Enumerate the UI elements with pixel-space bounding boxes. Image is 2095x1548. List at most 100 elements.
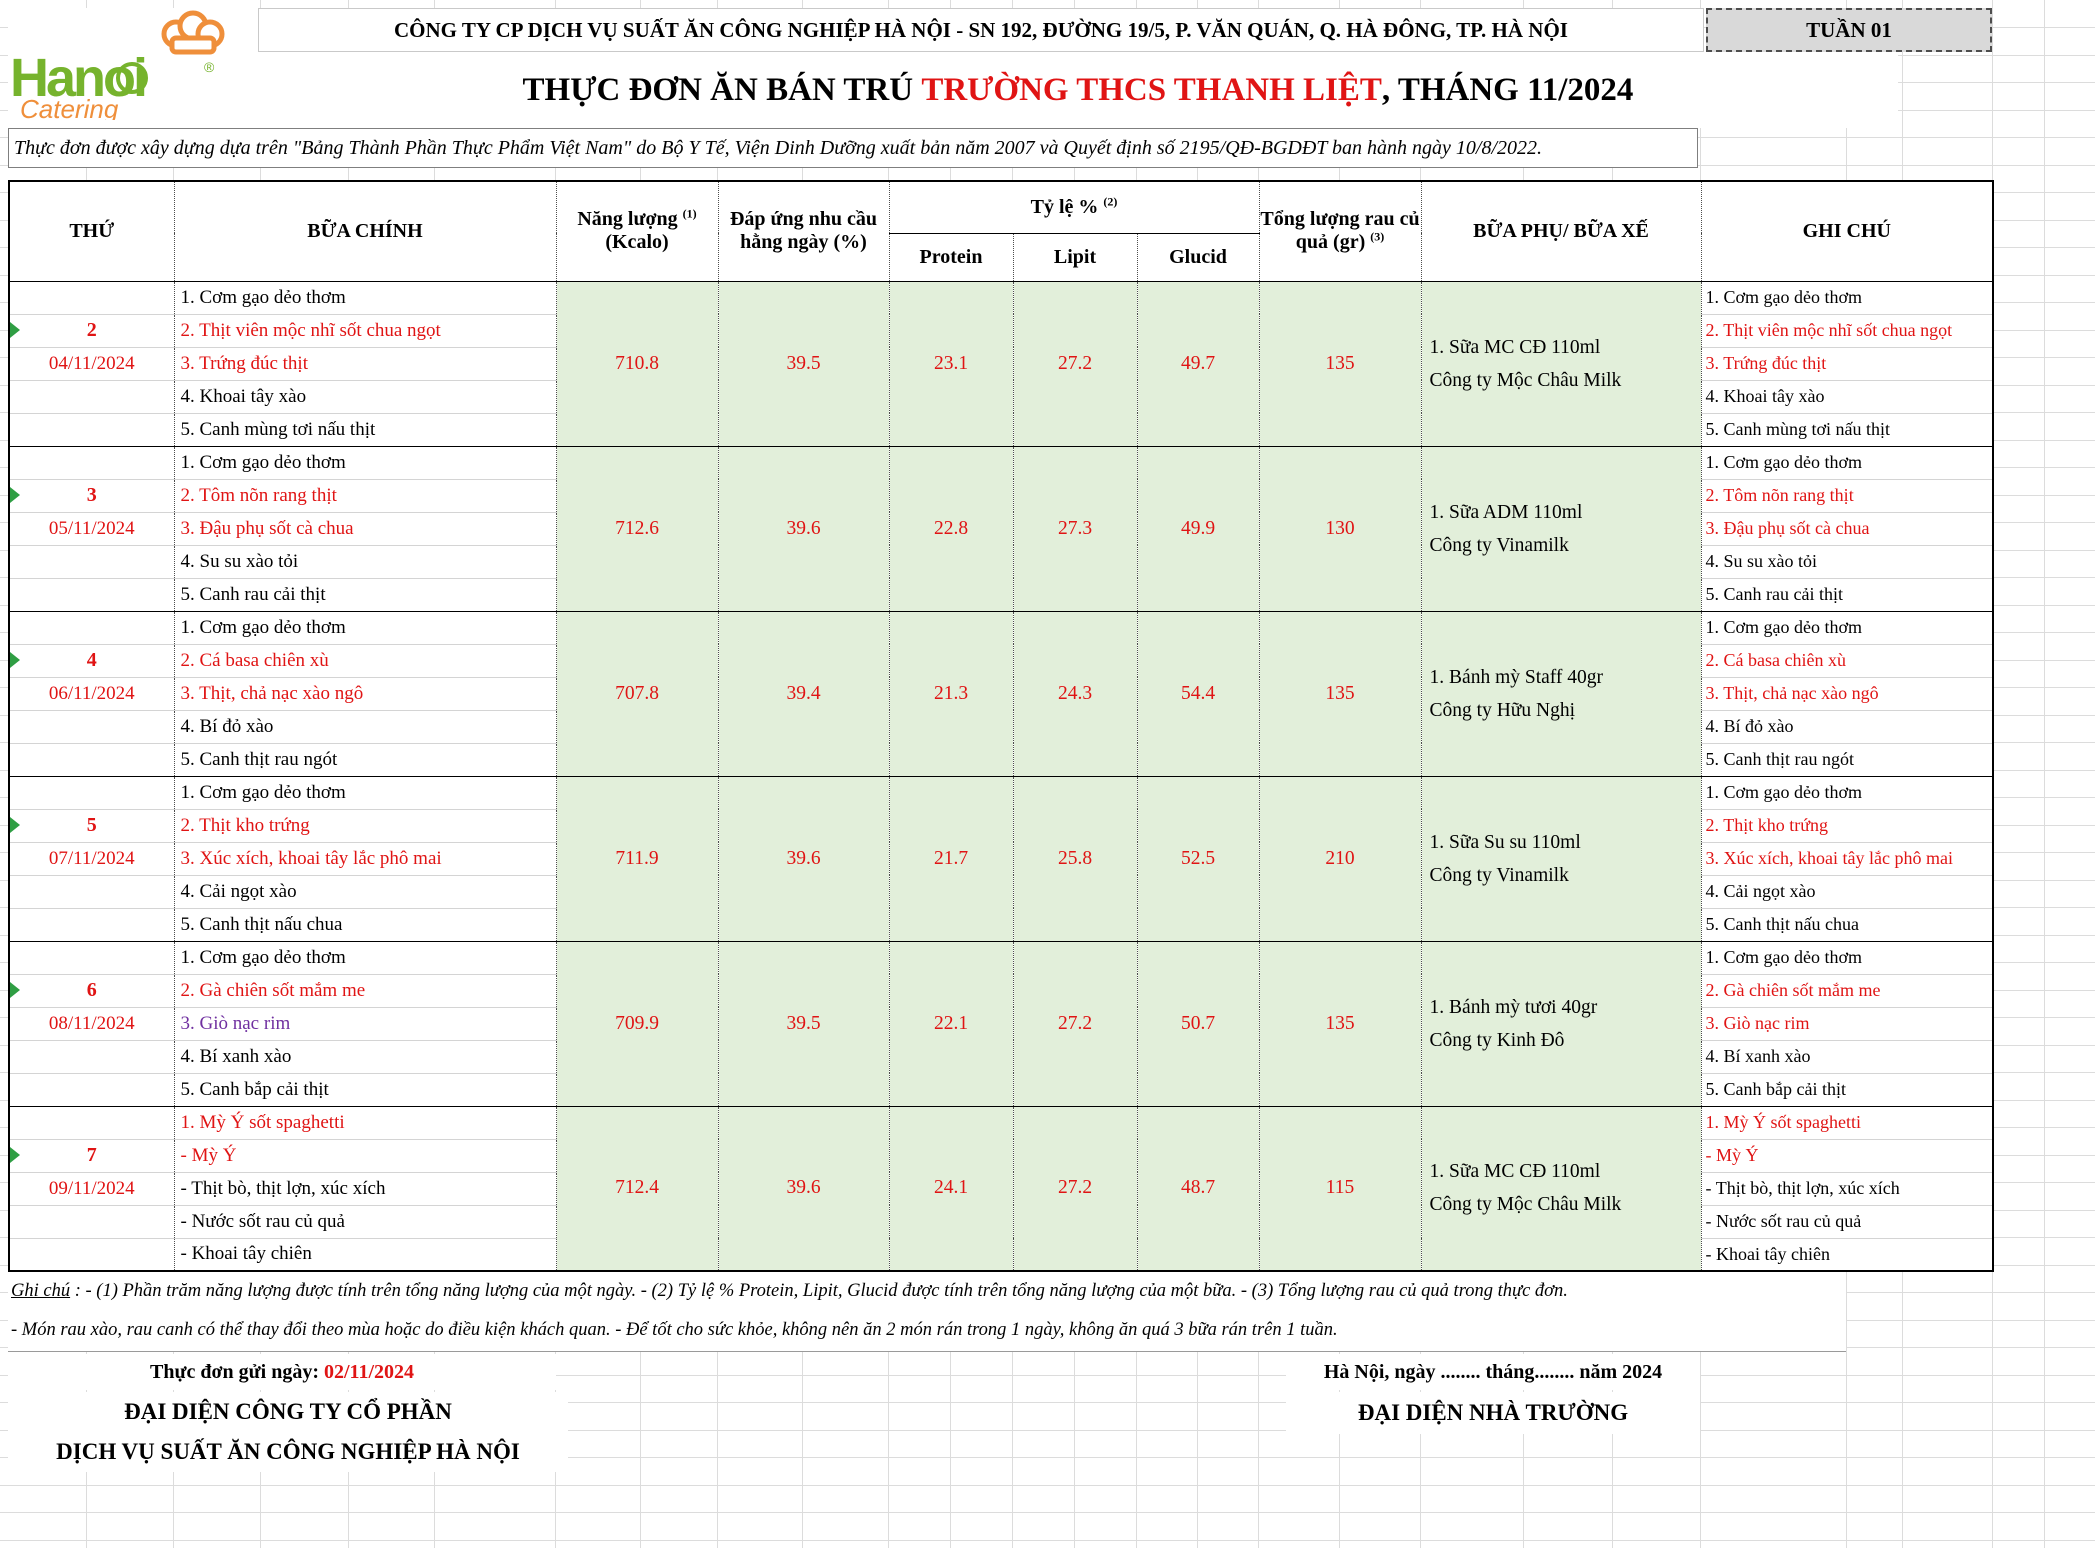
note-meal-item: 3. Đậu phụ sốt cà chua	[1700, 511, 1994, 546]
company-logo: Hanoi ® Catering	[8, 8, 258, 128]
col-header-day: THỨ	[8, 180, 175, 282]
title-suffix: , THÁNG 11/2024	[1381, 71, 1634, 108]
lipit-percent: 24.3	[1012, 610, 1138, 777]
day-spacer-cell	[8, 1072, 175, 1107]
glucid-percent: 54.4	[1136, 610, 1260, 777]
menu-row: 5. Canh mùng tơi nấu thịt 5. Canh mùng tơ…	[8, 412, 1994, 447]
col-header-side-meal: BỮA PHỤ/ BỮA XẾ	[1420, 180, 1702, 282]
energy-kcal-value: 712.4	[555, 1105, 719, 1272]
day-spacer-cell	[8, 412, 175, 447]
main-meal-item: - Thịt bò, thịt lợn, xúc xích	[173, 1171, 557, 1206]
col-header-lipit: Lipit	[1012, 232, 1138, 282]
col-header-demand: Đáp ứng nhu cầu hằng ngày (%)	[717, 180, 890, 282]
gridline-horizontal	[0, 1375, 2095, 1376]
lipit-percent: 25.8	[1012, 775, 1138, 942]
main-meal-item: - Nước sốt rau củ quả	[173, 1204, 557, 1239]
week-badge: TUẦN 01	[1706, 8, 1992, 52]
protein-percent: 21.7	[888, 775, 1014, 942]
note-meal-item: 2. Cá basa chiên xù	[1700, 643, 1994, 678]
protein-percent: 21.3	[888, 610, 1014, 777]
title-prefix: THỰC ĐƠN ĂN BÁN TRÚ	[522, 71, 922, 108]
menu-row: 1. Mỳ Ý sốt spaghetti 712.4 39.6 24.1 27.2 48…	[8, 1105, 1994, 1272]
side-meal-line: Công ty Mộc Châu Milk	[1429, 369, 1622, 391]
footnote-line-2: - Món rau xào, rau canh có thể thay đổi …	[11, 1320, 1338, 1340]
main-meal-item: 4. Bí xanh xào	[173, 1039, 557, 1074]
footnote-line-1: Ghi chú : - (1) Phần trăm năng lượng đượ…	[11, 1281, 1568, 1301]
note-meal-item: 1. Mỳ Ý sốt spaghetti	[1700, 1105, 1994, 1140]
side-meal-cell: 1. Sữa Su su 110ml Công ty Vinamilk	[1420, 775, 1702, 942]
company-header-line: CÔNG TY CP DỊCH VỤ SUẤT ĂN CÔNG NGHIỆP H…	[258, 8, 1704, 52]
main-meal-item: 2. Cá basa chiên xù	[173, 643, 557, 678]
note-meal-item: 3. Xúc xích, khoai tây lắc phô mai	[1700, 841, 1994, 876]
side-meal-line: 1. Sữa MC CĐ 110ml	[1429, 336, 1601, 358]
main-meal-item: 5. Canh bắp cải thịt	[173, 1072, 557, 1107]
company-representative-line1: ĐẠI DIỆN CÔNG TY CỔ PHẦN	[8, 1392, 568, 1432]
menu-row: 4. Su su xào tỏi 4. Su su xào tỏi	[8, 544, 1994, 579]
company-representative-line2: DỊCH VỤ SUẤT ĂN CÔNG NGHIỆP HÀ NỘI	[8, 1432, 568, 1472]
menu-row: - Khoai tây chiên - Khoai tây chiên	[8, 1237, 1994, 1272]
daily-demand-percent: 39.4	[717, 610, 890, 777]
day-spacer-cell	[8, 874, 175, 909]
day-spacer-cell	[8, 379, 175, 414]
day-number-cell: 3	[8, 478, 175, 513]
menu-row: 4. Cải ngọt xào 4. Cải ngọt xào	[8, 874, 1994, 909]
title-school-name: TRƯỜNG THCS THANH LIỆT	[921, 71, 1382, 108]
note-meal-item: 3. Thịt, chả nạc xào ngô	[1700, 676, 1994, 711]
glucid-percent: 49.9	[1136, 445, 1260, 612]
daily-demand-percent: 39.6	[717, 445, 890, 612]
menu-row: 5. Canh thịt nấu chua 5. Canh thịt nấu ch…	[8, 907, 1994, 942]
side-meal-cell: 1. Bánh mỳ Staff 40gr Công ty Hữu Nghị	[1420, 610, 1702, 777]
gridline-horizontal	[0, 1540, 2095, 1541]
main-meal-item: 2. Tôm nõn rang thịt	[173, 478, 557, 513]
day-date-cell: 09/11/2024	[8, 1171, 175, 1206]
col-header-glucid: Glucid	[1136, 232, 1260, 282]
menu-row: - Nước sốt rau củ quả - Nước sốt rau củ q…	[8, 1204, 1994, 1239]
protein-percent: 22.1	[888, 940, 1014, 1107]
hanoi-catering-logo: Hanoi ® Catering	[10, 10, 225, 124]
main-meal-item: 5. Canh thịt rau ngót	[173, 742, 557, 777]
day-number-cell: 5	[8, 808, 175, 843]
main-meal-item: 4. Khoai tây xào	[173, 379, 557, 414]
gridline-horizontal	[0, 1485, 2095, 1486]
note-meal-item: - Khoai tây chiên	[1700, 1237, 1994, 1272]
sent-date-value: 02/11/2024	[324, 1360, 415, 1383]
menu-row: 1. Cơm gạo dẻo thơm 712.6 39.6 22.8 27.3 49.9…	[8, 445, 1994, 612]
menu-row: 08/11/2024 3. Giò nạc rim 3. Giò nạc rim	[8, 1006, 1994, 1041]
day-spacer-cell	[8, 1039, 175, 1074]
note-meal-item: 5. Canh thịt rau ngót	[1700, 742, 1994, 777]
main-meal-item: 3. Giò nạc rim	[173, 1006, 557, 1041]
svg-text:Hanoi: Hanoi	[10, 48, 145, 108]
page-title: THỰC ĐƠN ĂN BÁN TRÚ TRƯỜNG THCS THANH LI…	[258, 52, 1898, 128]
side-meal-line: Công ty Mộc Châu Milk	[1429, 1194, 1622, 1216]
veg-total-grams: 135	[1258, 610, 1422, 777]
side-meal-line: 1. Bánh mỳ Staff 40gr	[1429, 666, 1604, 688]
note-meal-item: 5. Canh thịt nấu chua	[1700, 907, 1994, 942]
protein-percent: 24.1	[888, 1105, 1014, 1272]
day-spacer-cell	[8, 907, 175, 942]
daily-demand-percent: 39.5	[717, 280, 890, 447]
gridline-horizontal	[0, 1402, 2095, 1403]
menu-row: 1. Cơm gạo dẻo thơm 707.8 39.4 21.3 24.3 54.4…	[8, 610, 1994, 777]
energy-kcal-value: 709.9	[555, 940, 719, 1107]
side-meal-line: 1. Sữa MC CĐ 110ml	[1429, 1161, 1601, 1183]
side-meal-line: 1. Sữa ADM 110ml	[1429, 501, 1583, 523]
note-meal-item: 4. Cải ngọt xào	[1700, 874, 1994, 909]
side-meal-cell: 1. Bánh mỳ tươi 40gr Công ty Kinh Đô	[1420, 940, 1702, 1107]
col-header-main-meal: BỮA CHÍNH	[173, 180, 557, 282]
main-meal-item: 3. Đậu phụ sốt cà chua	[173, 511, 557, 546]
menu-row: 1. Cơm gạo dẻo thơm 710.8 39.5 23.1 27.2 49.7…	[8, 280, 1994, 447]
lipit-percent: 27.2	[1012, 940, 1138, 1107]
menu-row: 5. Canh thịt rau ngót 5. Canh thịt rau ng…	[8, 742, 1994, 777]
glucid-percent: 48.7	[1136, 1105, 1260, 1272]
note-meal-item: 2. Thịt kho trứng	[1700, 808, 1994, 843]
menu-row: 4. Bí xanh xào 4. Bí xanh xào	[8, 1039, 1994, 1074]
svg-text:Catering: Catering	[20, 94, 119, 120]
note-meal-item: 3. Trứng đúc thịt	[1700, 346, 1994, 381]
veg-total-grams: 130	[1258, 445, 1422, 612]
menu-row: 4. Khoai tây xào 4. Khoai tây xào	[8, 379, 1994, 414]
col-header-protein: Protein	[888, 232, 1014, 282]
glucid-percent: 49.7	[1136, 280, 1260, 447]
note-meal-item: 4. Su su xào tỏi	[1700, 544, 1994, 579]
main-meal-item: 4. Cải ngọt xào	[173, 874, 557, 909]
